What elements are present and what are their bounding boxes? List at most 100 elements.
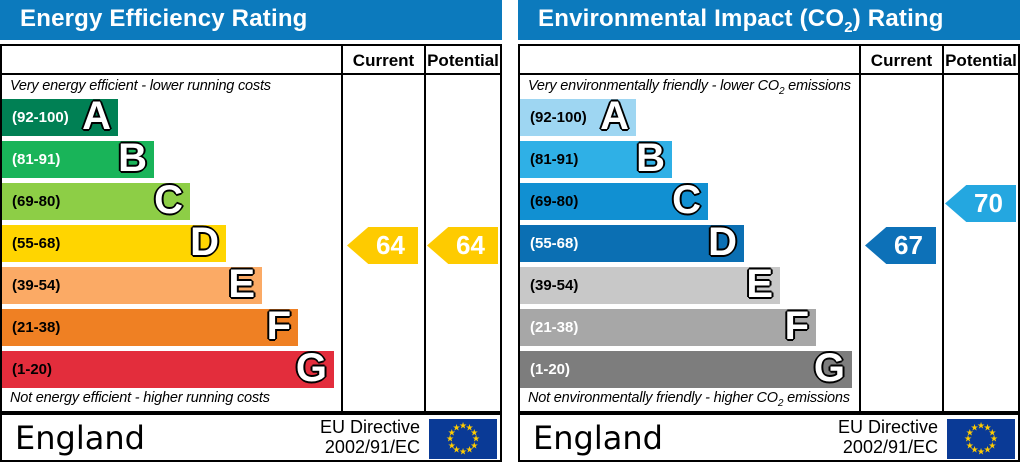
eu-directive-line2: 2002/91/EC [324,437,420,457]
eu-flag-star: ★ [458,446,468,457]
band-b: (81-91) B [520,136,672,180]
eu-flag-star: ★ [470,440,479,450]
eu-directive-label: EU Directive 2002/91/EC [838,417,938,457]
band-letter: G [295,346,327,390]
top-note: Very environmentally friendly - lower CO… [528,78,851,97]
band-range-label: (69-80) [530,193,579,210]
column-divider [341,46,343,411]
eu-flag-star: ★ [465,444,474,455]
eu-flag-star: ★ [458,420,468,431]
band-d: (55-68) D [2,220,226,264]
energy-efficiency-panel: Energy Efficiency Rating Current Potenti… [0,0,502,464]
eu-flag-star: ★ [445,433,455,444]
band-c: (69-80) C [520,178,708,222]
band-e: (39-54) E [520,262,780,306]
region-label: England [15,419,145,457]
eu-flag-star: ★ [970,422,979,433]
region-label: England [533,419,663,457]
eu-flag-star: ★ [988,440,997,450]
band-range-label: (92-100) [530,109,587,126]
energy-rating-table: Current Potential Very energy efficient … [0,44,502,413]
band-letter: C [672,178,701,222]
band-letter: E [228,262,255,306]
eu-flag-star: ★ [970,444,979,455]
note-text-post: emissions [783,390,850,406]
eu-flag-star: ★ [965,440,974,450]
band-g: (1-20) G [2,346,334,390]
energy-rating-bands: (92-100) A (81-91) B (69-80) C (55-68) D (39-54)… [2,46,500,411]
potential-column-header: Potential [427,51,499,70]
band-range-label: (81-91) [530,151,579,168]
title-text: Environmental Impact (CO [538,4,845,32]
band-letter: A [600,94,629,138]
table-header-row [520,46,1018,75]
band-range-label: (21-38) [530,319,579,336]
band-range-label: (92-100) [12,109,69,126]
band-letter: F [784,304,809,348]
energy-title-bar: Energy Efficiency Rating [0,0,502,40]
energy-panel-title: Energy Efficiency Rating [20,5,308,36]
note-text: Not energy efficient - higher running co… [10,390,270,406]
eu-flag-star: ★ [976,446,986,457]
environmental-panel-title: Environmental Impact (CO2) Rating [538,5,944,36]
eu-flag-star: ★ [465,422,474,433]
eu-flag-star: ★ [471,433,481,444]
title-text: Energy Efficiency Rating [20,4,308,32]
band-c: (69-80) C [2,178,190,222]
note-subscript: 2 [777,397,784,409]
eu-flag-star: ★ [988,427,997,437]
eu-flag-star: ★ [452,422,461,433]
eu-directive-line1: EU Directive [837,417,938,437]
column-divider [859,46,861,411]
eu-directive-label: EU Directive 2002/91/EC [320,417,420,457]
eu-flag-star: ★ [983,422,992,433]
band-g: (1-20) G [520,346,852,390]
column-divider [942,46,944,411]
band-letter: F [266,304,291,348]
band-a: (92-100) A [2,94,118,138]
environmental-footer: England EU Directive 2002/91/EC ★ ★ ★ ★ ★ ★ ★ ★… [518,413,1020,462]
bottom-note: Not environmentally friendly - higher CO… [528,390,850,409]
band-range-label: (39-54) [530,277,579,294]
note-text: Very energy efficient - lower running co… [10,78,271,94]
table-header-row [2,46,500,75]
note-text-post: emissions [784,78,851,94]
title-text-post: ) Rating [852,4,944,32]
current-column-header: Current [870,51,933,70]
eu-flag-star: ★ [965,427,974,437]
eu-directive-line1: EU Directive [319,417,420,437]
potential-column-header: Potential [945,51,1017,70]
eu-directive-line2: 2002/91/EC [842,437,938,457]
environmental-rating-bands: (92-100) A (81-91) B (69-80) C (55-68) D (39-54)… [520,46,1018,411]
energy-footer: England EU Directive 2002/91/EC ★ ★ ★ ★ ★ ★ ★ ★… [0,413,502,462]
eu-flag-icon: ★ ★ ★ ★ ★ ★ ★ ★ ★ ★ ★ ★ [947,419,1015,459]
eu-flag-star: ★ [447,427,456,437]
eu-flag-star: ★ [983,444,992,455]
eu-flag-star: ★ [976,420,986,431]
eu-flag-star: ★ [452,444,461,455]
band-range-label: (69-80) [12,193,61,210]
bottom-note: Not energy efficient - higher running co… [10,390,270,409]
band-letter: B [118,136,147,180]
band-range-label: (21-38) [12,319,61,336]
eu-flag-icon: ★ ★ ★ ★ ★ ★ ★ ★ ★ ★ ★ ★ [429,419,497,459]
band-letter: B [636,136,665,180]
environmental-rating-table: Current Potential Very environmentally f… [518,44,1020,413]
band-a: (92-100) A [520,94,636,138]
note-subscript: 2 [778,85,785,97]
top-note: Very energy efficient - lower running co… [10,78,271,97]
band-letter: E [746,262,773,306]
eu-flag-star: ★ [989,433,999,444]
band-letter: A [82,94,111,138]
band-b: (81-91) B [2,136,154,180]
band-letter: C [154,178,183,222]
title-subscript: 2 [844,18,853,36]
eu-flag-star: ★ [470,427,479,437]
band-letter: G [813,346,845,390]
band-f: (21-38) F [2,304,298,348]
band-f: (21-38) F [520,304,816,348]
environmental-impact-panel: Environmental Impact (CO2) Rating Curren… [518,0,1020,464]
band-letter: D [190,220,219,264]
band-range-label: (1-20) [12,361,53,378]
column-divider [424,46,426,411]
